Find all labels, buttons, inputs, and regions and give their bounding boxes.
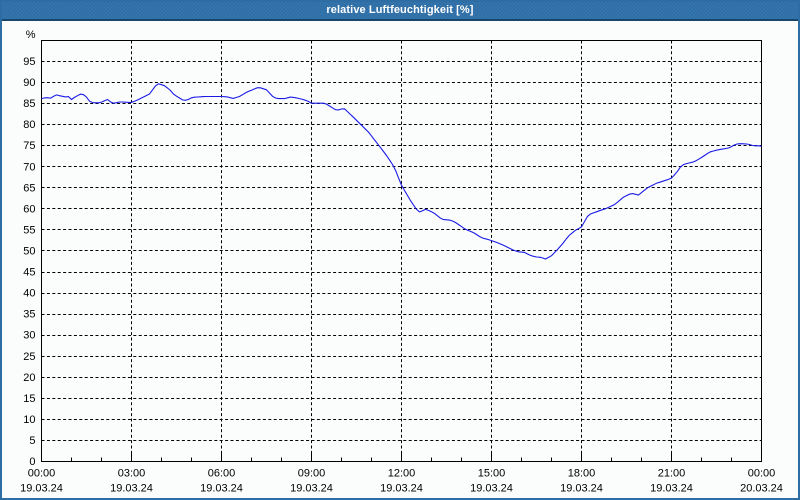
svg-text:15:00: 15:00	[478, 468, 506, 480]
svg-text:30: 30	[23, 330, 35, 342]
svg-text:00:00: 00:00	[28, 468, 56, 480]
svg-text:19.03.24: 19.03.24	[200, 483, 243, 495]
svg-text:09:00: 09:00	[298, 468, 326, 480]
svg-text:20.03.24: 20.03.24	[740, 483, 783, 495]
svg-text:19.03.24: 19.03.24	[650, 483, 693, 495]
svg-text:21:00: 21:00	[658, 468, 686, 480]
svg-text:60: 60	[23, 203, 35, 215]
svg-text:19.03.24: 19.03.24	[290, 483, 333, 495]
svg-text:20: 20	[23, 372, 35, 384]
svg-text:25: 25	[23, 351, 35, 363]
svg-text:75: 75	[23, 140, 35, 152]
svg-text:15: 15	[23, 393, 35, 405]
svg-text:19.03.24: 19.03.24	[20, 483, 63, 495]
svg-text:00:00: 00:00	[748, 468, 776, 480]
svg-text:90: 90	[23, 77, 35, 89]
svg-text:03:00: 03:00	[118, 468, 146, 480]
svg-text:0: 0	[29, 456, 35, 468]
svg-text:95: 95	[23, 56, 35, 68]
svg-text:19.03.24: 19.03.24	[380, 483, 423, 495]
svg-text:%: %	[26, 29, 36, 41]
svg-text:19.03.24: 19.03.24	[470, 483, 513, 495]
svg-text:45: 45	[23, 267, 35, 279]
svg-text:10: 10	[23, 414, 35, 426]
svg-text:40: 40	[23, 288, 35, 300]
svg-text:55: 55	[23, 224, 35, 236]
svg-text:5: 5	[29, 435, 35, 447]
svg-text:50: 50	[23, 246, 35, 258]
svg-text:70: 70	[23, 161, 35, 173]
svg-text:19.03.24: 19.03.24	[560, 483, 603, 495]
svg-text:19.03.24: 19.03.24	[110, 483, 153, 495]
svg-text:65: 65	[23, 182, 35, 194]
svg-text:18:00: 18:00	[568, 468, 596, 480]
svg-text:06:00: 06:00	[208, 468, 236, 480]
svg-text:85: 85	[23, 98, 35, 110]
svg-text:35: 35	[23, 309, 35, 321]
svg-text:80: 80	[23, 119, 35, 131]
svg-text:12:00: 12:00	[388, 468, 416, 480]
